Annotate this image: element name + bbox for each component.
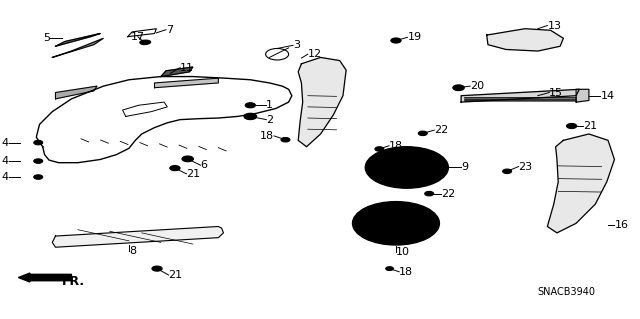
Text: 4: 4 bbox=[2, 156, 9, 166]
Circle shape bbox=[281, 137, 290, 142]
Circle shape bbox=[152, 266, 162, 271]
Polygon shape bbox=[547, 134, 614, 233]
Text: 12: 12 bbox=[308, 49, 322, 59]
Circle shape bbox=[365, 208, 427, 239]
Circle shape bbox=[34, 140, 43, 145]
Text: 20: 20 bbox=[470, 81, 484, 91]
Text: 21: 21 bbox=[168, 270, 182, 280]
Text: 21: 21 bbox=[583, 121, 597, 131]
Polygon shape bbox=[52, 226, 223, 247]
Text: 23: 23 bbox=[518, 161, 532, 172]
Circle shape bbox=[419, 131, 428, 136]
Text: 9: 9 bbox=[461, 162, 468, 173]
Text: 16: 16 bbox=[614, 220, 628, 230]
Text: 15: 15 bbox=[549, 87, 563, 98]
Text: 5: 5 bbox=[44, 33, 51, 43]
Polygon shape bbox=[486, 29, 563, 51]
Polygon shape bbox=[298, 57, 346, 147]
Text: 4: 4 bbox=[2, 172, 9, 182]
Circle shape bbox=[386, 267, 394, 271]
Text: 18: 18 bbox=[389, 141, 403, 151]
Circle shape bbox=[182, 156, 193, 162]
Text: 13: 13 bbox=[547, 20, 561, 31]
Circle shape bbox=[244, 113, 257, 120]
Text: 7: 7 bbox=[166, 25, 173, 35]
Circle shape bbox=[34, 159, 43, 163]
Circle shape bbox=[566, 123, 577, 129]
Circle shape bbox=[140, 40, 148, 45]
Text: 3: 3 bbox=[293, 40, 300, 50]
Text: 2: 2 bbox=[266, 115, 273, 125]
Polygon shape bbox=[161, 67, 193, 77]
Text: 19: 19 bbox=[408, 32, 422, 42]
Circle shape bbox=[453, 85, 465, 91]
Polygon shape bbox=[52, 38, 104, 57]
Text: 14: 14 bbox=[600, 91, 614, 101]
Polygon shape bbox=[576, 89, 589, 102]
Text: 22: 22 bbox=[435, 125, 449, 135]
Polygon shape bbox=[56, 86, 97, 99]
Text: FR.: FR. bbox=[62, 275, 85, 288]
Circle shape bbox=[378, 153, 436, 182]
Text: 22: 22 bbox=[441, 189, 455, 199]
Text: 21: 21 bbox=[186, 169, 200, 179]
Circle shape bbox=[425, 191, 434, 196]
Circle shape bbox=[375, 147, 384, 151]
Text: 11: 11 bbox=[180, 63, 194, 73]
Circle shape bbox=[170, 166, 180, 171]
Circle shape bbox=[502, 169, 511, 174]
Circle shape bbox=[245, 103, 255, 108]
Text: 18: 18 bbox=[260, 131, 274, 141]
Text: SNACB3940: SNACB3940 bbox=[538, 287, 596, 297]
Text: 6: 6 bbox=[200, 160, 207, 170]
Text: 18: 18 bbox=[399, 267, 413, 277]
Polygon shape bbox=[56, 33, 100, 46]
Polygon shape bbox=[461, 89, 579, 102]
Text: 17: 17 bbox=[131, 32, 145, 42]
Circle shape bbox=[353, 202, 440, 245]
Polygon shape bbox=[154, 78, 218, 88]
Circle shape bbox=[143, 40, 150, 44]
FancyArrow shape bbox=[19, 273, 72, 282]
Circle shape bbox=[365, 147, 449, 188]
Text: 10: 10 bbox=[396, 247, 410, 257]
Text: 8: 8 bbox=[129, 246, 136, 256]
Text: 1: 1 bbox=[266, 100, 273, 110]
Circle shape bbox=[391, 38, 401, 43]
Circle shape bbox=[34, 175, 43, 179]
Text: 4: 4 bbox=[2, 137, 9, 148]
